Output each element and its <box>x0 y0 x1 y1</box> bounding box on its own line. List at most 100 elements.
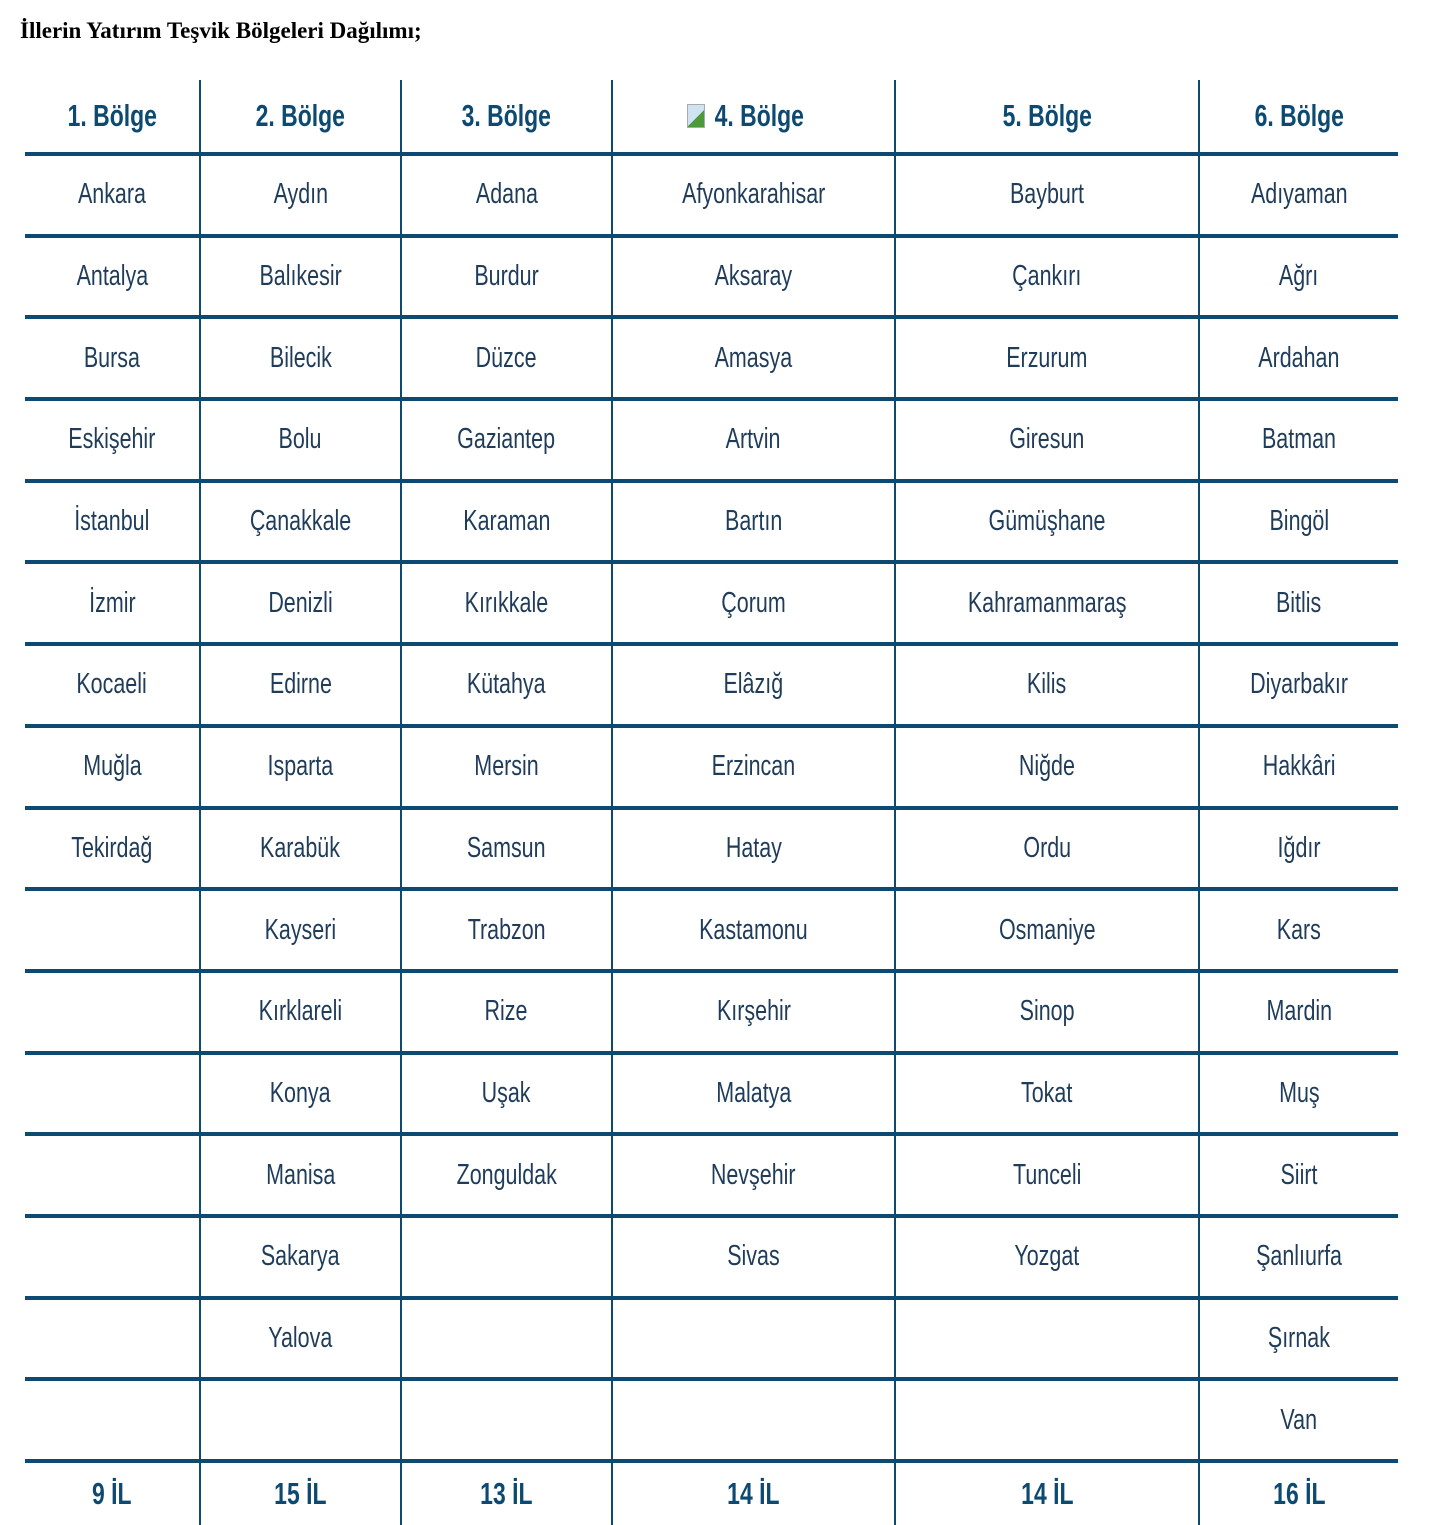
city-cell: Ankara <box>25 156 199 234</box>
table-row: Muğla Isparta Mersin Erzincan Niğde Hakkâri <box>25 727 1398 810</box>
column-header: 1. Bölge <box>25 80 199 152</box>
city-cell: Giresun <box>894 401 1198 479</box>
city-cell: Yalova <box>199 1299 400 1378</box>
city-cell <box>25 1381 199 1459</box>
total-cell-text: 14 İL <box>727 1476 780 1511</box>
city-cell: Artvin <box>611 401 894 479</box>
total-cell-text: 14 İL <box>1020 1476 1074 1511</box>
city-cell-text: Mersin <box>474 750 539 783</box>
city-cell: Afyonkarahisar <box>611 156 894 234</box>
city-cell: Hakkâri <box>1198 727 1398 806</box>
column-header-text: 3. Bölge <box>461 98 552 133</box>
city-cell <box>25 1300 199 1378</box>
city-cell: Iğdır <box>1198 809 1398 888</box>
total-cell-text: 9 İL <box>92 1476 132 1511</box>
city-cell-text: Burdur <box>474 260 539 293</box>
city-cell-text: Kocaeli <box>76 668 148 701</box>
city-cell: Kastamonu <box>611 891 894 969</box>
city-cell: Antalya <box>25 238 199 316</box>
city-cell: Çankırı <box>894 237 1198 316</box>
city-cell-text: Ankara <box>77 178 146 211</box>
city-cell-text: Rize <box>485 995 528 1028</box>
city-cell <box>611 1381 894 1459</box>
city-cell-text: Mardin <box>1266 995 1332 1028</box>
city-cell-text: Düzce <box>476 341 537 374</box>
city-cell: Mardin <box>1198 972 1398 1051</box>
city-cell: Gaziantep <box>400 401 611 479</box>
city-cell-text: Kırşehir <box>716 995 791 1028</box>
city-cell-text: Ordu <box>1023 831 1071 864</box>
table-row: Konya Uşak Malatya Tokat Muş <box>25 1054 1398 1137</box>
city-cell: Kilis <box>894 646 1198 724</box>
city-cell-text: Kahramanmaraş <box>967 586 1127 619</box>
city-cell-text: Adana <box>475 178 538 211</box>
city-cell <box>25 891 199 969</box>
city-cell: Malatya <box>611 1054 894 1133</box>
city-cell-text: Manisa <box>265 1158 336 1191</box>
city-cell-text: Bayburt <box>1010 178 1084 211</box>
table-row: Yalova Şırnak <box>25 1299 1398 1382</box>
city-cell: Amasya <box>611 319 894 398</box>
city-cell: Konya <box>199 1054 400 1133</box>
city-cell-text: Adıyaman <box>1250 178 1348 211</box>
table-row: İzmir Denizli Kırıkkale Çorum Kahramanmaraş B… <box>25 564 1398 647</box>
column-header-text: 4. Bölge <box>714 98 805 133</box>
column-header-text: 2. Bölge <box>255 98 346 133</box>
city-cell-text: Kayseri <box>264 913 337 946</box>
city-cell-text: Balıkesir <box>259 260 342 293</box>
city-cell: Elâzığ <box>611 646 894 724</box>
city-cell: Aksaray <box>611 237 894 316</box>
city-cell: Bitlis <box>1198 564 1398 643</box>
city-cell: Nevşehir <box>611 1136 894 1214</box>
column-header: 3. Bölge <box>400 80 611 152</box>
city-cell: Eskişehir <box>25 401 199 479</box>
city-cell-text: Osmaniye <box>998 913 1096 946</box>
region-table: 1. Bölge 2. Bölge 3. Bölge 4. Bölge 5. Bölge… <box>25 80 1398 1525</box>
column-header-text: 1. Bölge <box>67 98 157 133</box>
city-cell-text: Antalya <box>76 260 148 293</box>
city-cell-text: Konya <box>270 1076 331 1109</box>
city-cell: Aydın <box>199 156 400 234</box>
table-row: Ankara Aydın Adana Afyonkarahisar Bayburt Adı… <box>25 156 1398 238</box>
city-cell: Trabzon <box>400 891 611 969</box>
city-cell: Tekirdağ <box>25 810 199 888</box>
city-cell-text: Karaman <box>462 505 551 538</box>
city-cell <box>25 973 199 1051</box>
city-cell: Kırklareli <box>199 972 400 1051</box>
city-cell: Gümüşhane <box>894 482 1198 561</box>
city-cell: Kayseri <box>199 891 400 969</box>
city-cell-text: Tokat <box>1021 1076 1073 1109</box>
city-cell-text: Yalova <box>268 1321 333 1354</box>
city-cell: İzmir <box>25 564 199 642</box>
table-row: Antalya Balıkesir Burdur Aksaray Çankırı Ağrı <box>25 237 1398 320</box>
city-cell-text: Karabük <box>260 831 341 864</box>
city-cell: Bilecik <box>199 319 400 398</box>
city-cell-text: Muğla <box>82 750 142 783</box>
city-cell: Tunceli <box>894 1136 1198 1214</box>
city-cell: Erzurum <box>894 319 1198 398</box>
city-cell-text: Çorum <box>721 586 786 619</box>
page-title: İllerin Yatırım Teşvik Bölgeleri Dağılım… <box>20 18 422 43</box>
table-row: Manisa Zonguldak Nevşehir Tunceli Siirt <box>25 1136 1398 1218</box>
city-cell: Ordu <box>894 809 1198 888</box>
city-cell-text: Bilecik <box>269 341 332 374</box>
city-cell-text: Bitlis <box>1276 586 1322 619</box>
city-cell-text: Afyonkarahisar <box>681 178 826 211</box>
city-cell-text: Sivas <box>727 1240 780 1273</box>
city-cell: Muğla <box>25 728 199 806</box>
city-cell-text: Gaziantep <box>457 423 556 456</box>
city-cell-text: Uşak <box>482 1076 531 1109</box>
city-cell: Uşak <box>400 1054 611 1133</box>
city-cell-text: Ağrı <box>1279 260 1319 293</box>
table-row: Bursa Bilecik Düzce Amasya Erzurum Ardahan <box>25 319 1398 402</box>
city-cell-text: Tekirdağ <box>71 831 153 864</box>
column-header-text: 6. Bölge <box>1254 98 1344 133</box>
city-cell-text: Kütahya <box>467 668 546 701</box>
city-cell: Adıyaman <box>1198 156 1398 234</box>
city-cell-text: Denizli <box>268 586 333 619</box>
city-cell-text: Isparta <box>267 750 334 783</box>
city-cell <box>25 1055 199 1133</box>
city-cell-text: Eskişehir <box>68 423 156 456</box>
city-cell: Kocaeli <box>25 646 199 724</box>
city-cell-text: Edirne <box>269 668 332 701</box>
